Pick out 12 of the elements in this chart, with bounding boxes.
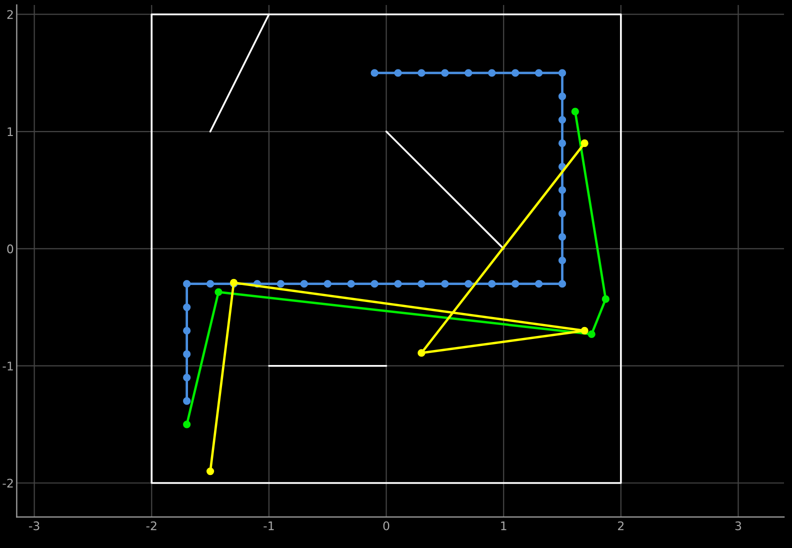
y-tick-label: -1 <box>2 362 13 370</box>
y-tick-label: 2 <box>7 10 13 19</box>
x-tick-label: 0 <box>383 521 390 530</box>
y-tick-label: 1 <box>8 127 13 136</box>
x-tick-label: -1 <box>264 522 274 530</box>
x-tick-label: 1 <box>501 522 506 530</box>
x-tick-label: -2 <box>146 521 156 530</box>
y-tick-label: 0 <box>7 244 14 254</box>
x-tick-label: -3 <box>29 521 40 530</box>
x-tick-label: 2 <box>618 521 624 530</box>
y-tick-label: -2 <box>2 478 13 488</box>
x-tick-label: 3 <box>735 521 742 530</box>
